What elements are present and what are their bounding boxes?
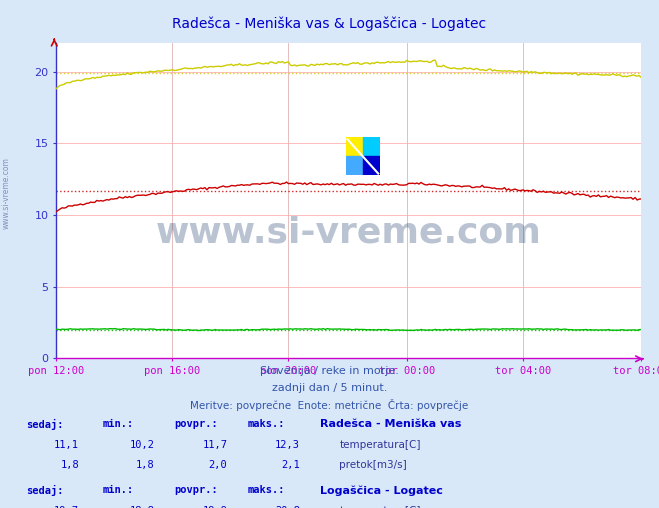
Text: Radešca - Meniška vas & Logaščica - Logatec: Radešca - Meniška vas & Logaščica - Loga… <box>173 17 486 31</box>
Text: maks.:: maks.: <box>247 419 285 429</box>
Text: Slovenija / reke in morje.: Slovenija / reke in morje. <box>260 366 399 376</box>
Text: 19,7: 19,7 <box>54 506 79 508</box>
Text: 11,1: 11,1 <box>54 440 79 451</box>
Text: maks.:: maks.: <box>247 485 285 495</box>
Text: 1,8: 1,8 <box>136 460 155 470</box>
Text: temperatura[C]: temperatura[C] <box>339 440 421 451</box>
Text: povpr.:: povpr.: <box>175 485 218 495</box>
Text: temperatura[C]: temperatura[C] <box>339 506 421 508</box>
Text: Meritve: povprečne  Enote: metrične  Črta: povprečje: Meritve: povprečne Enote: metrične Črta:… <box>190 399 469 411</box>
Bar <box>363 156 380 175</box>
Text: www.si-vreme.com: www.si-vreme.com <box>2 157 11 229</box>
Text: povpr.:: povpr.: <box>175 419 218 429</box>
Text: 18,8: 18,8 <box>130 506 155 508</box>
Text: 1,8: 1,8 <box>61 460 79 470</box>
Text: sedaj:: sedaj: <box>26 419 64 430</box>
Text: www.si-vreme.com: www.si-vreme.com <box>156 215 542 249</box>
Text: zadnji dan / 5 minut.: zadnji dan / 5 minut. <box>272 383 387 393</box>
Bar <box>346 156 363 175</box>
Text: Radešca - Meniška vas: Radešca - Meniška vas <box>320 419 461 429</box>
Bar <box>363 137 380 156</box>
Text: min.:: min.: <box>102 419 133 429</box>
Text: 19,9: 19,9 <box>202 506 227 508</box>
Text: 2,0: 2,0 <box>209 460 227 470</box>
Text: 20,8: 20,8 <box>275 506 300 508</box>
Text: sedaj:: sedaj: <box>26 485 64 496</box>
Text: Logaščica - Logatec: Logaščica - Logatec <box>320 485 442 496</box>
Bar <box>346 137 363 156</box>
Text: 10,2: 10,2 <box>130 440 155 451</box>
Text: min.:: min.: <box>102 485 133 495</box>
Text: 2,1: 2,1 <box>281 460 300 470</box>
Text: 11,7: 11,7 <box>202 440 227 451</box>
Text: pretok[m3/s]: pretok[m3/s] <box>339 460 407 470</box>
Text: 12,3: 12,3 <box>275 440 300 451</box>
